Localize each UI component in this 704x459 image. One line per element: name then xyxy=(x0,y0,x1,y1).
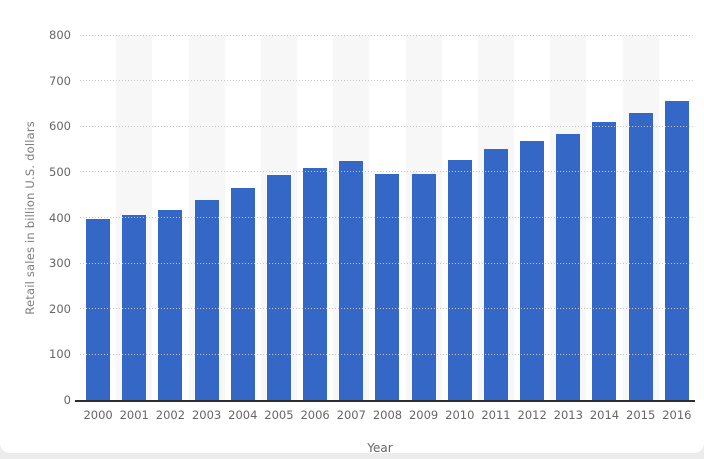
bar-2003[interactable] xyxy=(194,200,219,400)
y-tick-label-300: 300 xyxy=(49,256,71,271)
column-2008: 2008 xyxy=(369,35,405,422)
x-tick-label-2008: 2008 xyxy=(372,408,403,422)
column-2010: 2010 xyxy=(442,35,478,422)
y-tick-label-800: 800 xyxy=(49,28,71,42)
x-tick-label-2001: 2001 xyxy=(119,408,149,422)
bar-2004[interactable] xyxy=(230,187,255,400)
y-tick-label-700: 700 xyxy=(49,73,71,88)
x-tick-label-2016: 2016 xyxy=(662,408,692,422)
column-2006: 2006 xyxy=(297,35,333,422)
gridline-400 xyxy=(80,217,695,218)
x-tick-label-2004: 2004 xyxy=(228,408,258,422)
column-2004: 2004 xyxy=(225,35,261,422)
bar-2009[interactable] xyxy=(411,173,436,400)
bar-2000[interactable] xyxy=(86,218,111,400)
y-tick-label-600: 600 xyxy=(49,119,71,134)
x-tick-label-2000: 2000 xyxy=(83,408,113,422)
bar-2016[interactable] xyxy=(664,101,689,400)
column-2000: 2000 xyxy=(80,35,116,422)
gridline-700 xyxy=(80,80,695,82)
bar-2006[interactable] xyxy=(303,167,328,400)
column-2002: 2002 xyxy=(152,35,188,422)
x-tick-label-2007: 2007 xyxy=(336,408,366,422)
gridline-600 xyxy=(80,125,695,127)
y-tick-label-400: 400 xyxy=(49,210,71,225)
x-tick-label-2013: 2013 xyxy=(553,408,583,422)
y-axis-title-text: Retail sales in billion U.S. dollars xyxy=(23,120,37,315)
x-tick-label-2009: 2009 xyxy=(408,408,439,422)
bar-2011[interactable] xyxy=(483,149,508,400)
x-tick-label-2006: 2006 xyxy=(300,408,330,422)
y-tick-label-200: 200 xyxy=(49,301,71,316)
x-tick-label-2005: 2005 xyxy=(264,408,294,422)
column-2012: 2012 xyxy=(514,35,550,422)
column-2016: 2016 xyxy=(659,35,695,422)
gridline-100 xyxy=(80,353,695,355)
x-tick-label-2003: 2003 xyxy=(191,408,222,422)
x-tick-label-2012: 2012 xyxy=(517,408,547,422)
x-tick-label-2011: 2011 xyxy=(481,408,511,422)
gridline-200 xyxy=(80,308,695,310)
x-tick-label-2002: 2002 xyxy=(155,408,186,422)
bar-2010[interactable] xyxy=(447,159,472,400)
bar-2008[interactable] xyxy=(375,173,400,400)
bar-2015[interactable] xyxy=(628,112,653,400)
y-tick-label-500: 500 xyxy=(49,164,71,179)
bar-2007[interactable] xyxy=(339,160,364,400)
gridline-800 xyxy=(80,34,695,36)
x-axis-title: Year xyxy=(367,441,393,455)
bar-2005[interactable] xyxy=(266,174,291,400)
plot-area: 0 100 200 300 400 500 600 700 800 2000 2001 2002 200… xyxy=(49,28,695,422)
gridline-300 xyxy=(80,262,695,264)
y-axis-title: Retail sales in billion U.S. dollars xyxy=(22,35,38,400)
bar-2014[interactable] xyxy=(592,121,617,400)
x-tick-label-2014: 2014 xyxy=(589,408,620,422)
x-tick-label-2010: 2010 xyxy=(445,408,475,422)
bar-2012[interactable] xyxy=(520,141,545,400)
column-2014: 2014 xyxy=(586,35,622,422)
gridline-500 xyxy=(80,171,695,173)
x-axis-line xyxy=(75,400,695,402)
x-tick-label-2015: 2015 xyxy=(626,408,656,422)
y-tick-label-0: 0 xyxy=(63,393,71,407)
bar-2001[interactable] xyxy=(122,214,147,400)
bar-2013[interactable] xyxy=(556,134,581,400)
bar-2002[interactable] xyxy=(158,210,183,400)
y-tick-label-100: 100 xyxy=(49,347,71,362)
